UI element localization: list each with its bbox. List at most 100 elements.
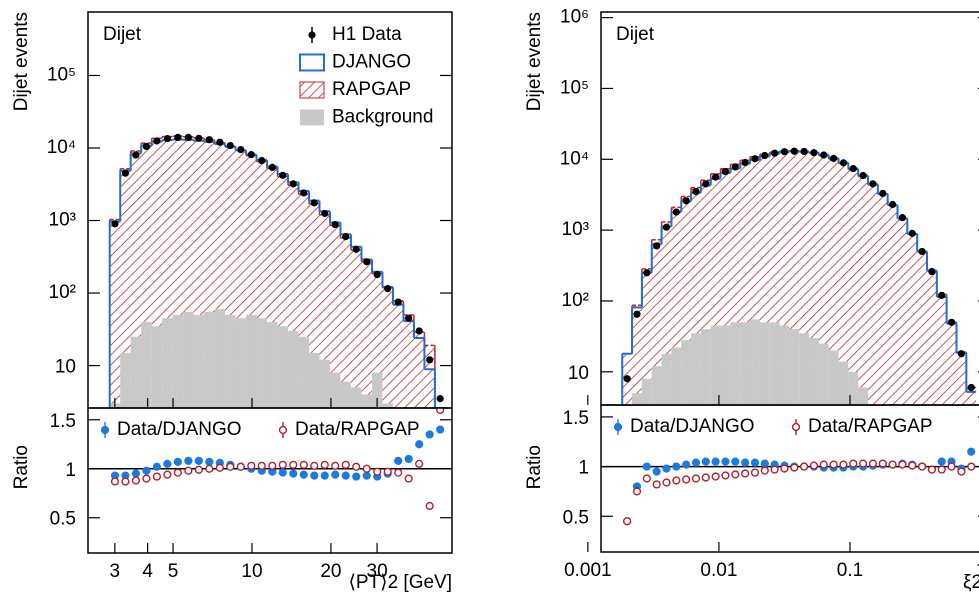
rapgap-bar bbox=[750, 156, 760, 405]
background-bar bbox=[700, 329, 711, 405]
data-point bbox=[153, 137, 161, 145]
rapgap-bar bbox=[809, 152, 819, 405]
legend-label: Data/DJANGO bbox=[117, 419, 242, 440]
rapgap-bar bbox=[907, 233, 918, 405]
rapgap-bar bbox=[936, 294, 947, 405]
background-bar bbox=[759, 322, 770, 405]
data-point bbox=[692, 187, 700, 196]
background-bar bbox=[361, 394, 372, 408]
ratio-point bbox=[320, 471, 329, 480]
y-axis-label: Dijet events bbox=[524, 12, 545, 111]
data-point bbox=[751, 155, 759, 163]
ratio-point bbox=[750, 458, 760, 467]
ratio-point bbox=[194, 465, 203, 474]
y-tick-label: 0.5 bbox=[50, 509, 76, 530]
legend-label: Data/DJANGO bbox=[630, 416, 755, 437]
rapgap-bar bbox=[151, 138, 163, 408]
ratio-point bbox=[131, 469, 141, 478]
ratio-point bbox=[226, 462, 235, 471]
data-point bbox=[672, 208, 680, 216]
data-point bbox=[268, 163, 276, 171]
ratio-point bbox=[247, 461, 256, 470]
rapgap-bar bbox=[120, 168, 131, 408]
rapgap-bar bbox=[848, 169, 859, 405]
rapgap-bar bbox=[214, 142, 226, 408]
data-point bbox=[898, 214, 907, 222]
rapgap-bar bbox=[720, 168, 731, 405]
rapgap-bar bbox=[966, 387, 977, 405]
plot-area bbox=[88, 408, 452, 511]
rapgap-bar bbox=[204, 139, 215, 408]
rapgap-bar bbox=[288, 185, 299, 408]
rapgap-bar bbox=[867, 184, 878, 405]
data-point bbox=[184, 133, 192, 141]
ratio-point bbox=[898, 460, 907, 469]
background-bar bbox=[730, 322, 741, 405]
background-bar bbox=[740, 322, 751, 405]
rapgap-bar bbox=[413, 332, 425, 408]
data-point bbox=[132, 151, 140, 159]
ratio-point bbox=[632, 487, 642, 496]
ratio-point bbox=[819, 460, 828, 469]
data-point bbox=[761, 151, 769, 160]
y-tick-label: 10 bbox=[55, 357, 76, 378]
ratio-point bbox=[927, 465, 937, 474]
background-bar bbox=[641, 378, 652, 405]
ratio-point bbox=[760, 466, 769, 475]
rapgap-bar bbox=[897, 218, 908, 405]
ratio-point bbox=[362, 471, 371, 480]
background-bar bbox=[277, 326, 289, 408]
y-tick-label: 1.5 bbox=[563, 408, 589, 429]
background-bar bbox=[809, 338, 819, 405]
ratio-point bbox=[642, 462, 651, 471]
rapgap-bar bbox=[246, 155, 257, 408]
rapgap-bar bbox=[350, 250, 362, 408]
ratio-point bbox=[642, 474, 651, 483]
data-point bbox=[662, 223, 671, 231]
x-axis-label: ⟨PT⟩2 [GeV] bbox=[348, 572, 452, 593]
y-tick-label: 10³ bbox=[562, 219, 589, 240]
y-tick-label: 10⁵ bbox=[47, 64, 76, 85]
ratio-point bbox=[917, 462, 927, 471]
ratio-point bbox=[691, 458, 701, 467]
rapgap-bar bbox=[838, 163, 849, 405]
rapgap-bar bbox=[691, 187, 701, 405]
background-bar bbox=[691, 333, 701, 405]
data-point bbox=[384, 285, 392, 293]
rapgap-bar bbox=[319, 214, 331, 408]
background-bar bbox=[710, 325, 721, 405]
background-bar bbox=[246, 314, 257, 408]
legend-label: RAPGAP bbox=[332, 79, 411, 100]
ratio-point bbox=[215, 463, 224, 472]
data-point bbox=[310, 199, 318, 207]
rapgap-bar bbox=[235, 150, 247, 408]
data-point bbox=[643, 269, 651, 277]
ratio-point bbox=[205, 457, 214, 466]
data-point bbox=[331, 220, 339, 229]
data-point bbox=[741, 158, 749, 167]
ratio-point bbox=[957, 467, 966, 476]
data-point bbox=[163, 134, 171, 143]
background-bar bbox=[651, 366, 662, 405]
ratio-point bbox=[849, 459, 858, 468]
ratio-point bbox=[404, 474, 413, 483]
rapgap-bar bbox=[671, 207, 682, 405]
rapgap-bar bbox=[730, 164, 741, 405]
data-point bbox=[226, 141, 234, 150]
ratio-point bbox=[436, 408, 445, 415]
data-point bbox=[300, 189, 308, 197]
background-bar bbox=[828, 350, 839, 405]
background-bar bbox=[769, 322, 780, 405]
background-bar bbox=[141, 321, 152, 408]
ratio-point bbox=[731, 457, 740, 466]
data-point bbox=[111, 220, 119, 228]
rapgap-bar bbox=[956, 352, 967, 405]
background-bar bbox=[172, 314, 184, 408]
x-tick-label: 20 bbox=[320, 561, 341, 582]
ratio-point bbox=[721, 471, 730, 480]
ratio-point bbox=[394, 468, 403, 477]
rapgap-bar bbox=[946, 322, 957, 405]
legend-marker bbox=[299, 53, 325, 72]
ratio-point bbox=[888, 460, 897, 469]
